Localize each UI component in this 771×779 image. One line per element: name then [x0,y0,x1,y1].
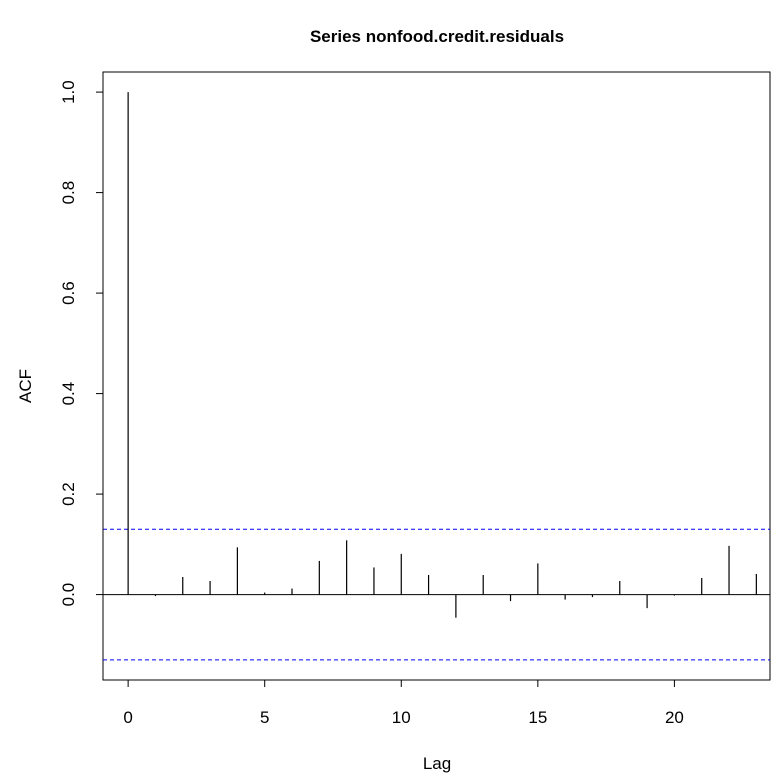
y-tick-label: 0.8 [59,181,78,205]
y-tick-label: 0.6 [59,281,78,305]
y-tick-label: 1.0 [59,80,78,104]
x-tick-label: 0 [123,708,132,727]
x-tick-label: 10 [392,708,411,727]
y-tick-label: 0.0 [59,583,78,607]
plot-frame [102,71,771,681]
y-axis-label: ACF [16,369,35,403]
x-axis-label: Lag [423,754,451,773]
x-tick-label: 20 [665,708,684,727]
x-tick-label: 15 [528,708,547,727]
y-tick-label: 0.4 [59,382,78,406]
y-tick-label: 0.2 [59,482,78,506]
x-tick-label: 5 [260,708,269,727]
chart-title: Series nonfood.credit.residuals [310,27,564,46]
